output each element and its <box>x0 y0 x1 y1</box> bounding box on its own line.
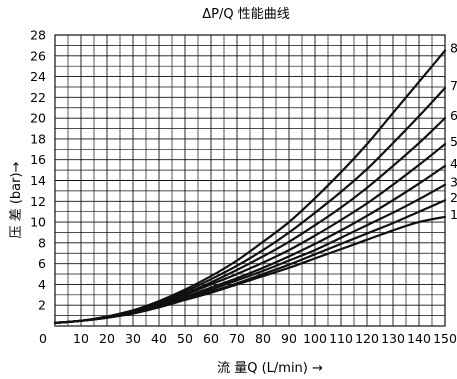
y-tick-label: 4 <box>38 277 46 292</box>
series-end-label: 3 <box>450 175 457 190</box>
y-tick-label: 22 <box>30 90 46 105</box>
x-tick-label: 120 <box>355 331 379 346</box>
x-tick-label: 60 <box>203 331 219 346</box>
x-axis-title: 流 量Q (L/min) → <box>217 361 323 376</box>
chart-title: ΔP/Q 性能曲线 <box>202 7 289 22</box>
x-tick-label: 40 <box>151 331 167 346</box>
series-end-label: 5 <box>450 134 457 149</box>
x-tick-label: 100 <box>303 331 327 346</box>
series-end-label: 7 <box>450 78 457 93</box>
x-tick-label: 20 <box>99 331 115 346</box>
y-tick-label: 16 <box>30 152 46 167</box>
series-end-label: 1 <box>450 207 457 222</box>
y-tick-label: 18 <box>30 131 46 146</box>
series-lines <box>53 49 447 324</box>
y-tick-label: 26 <box>30 48 46 63</box>
x-tick-label: 80 <box>255 331 271 346</box>
series-end-labels: 8 7 6 5 4 32 1 <box>450 41 457 222</box>
y-tick-label: 10 <box>30 215 46 230</box>
y-tick-label: 8 <box>38 235 46 250</box>
y-tick-label: 14 <box>30 173 46 188</box>
x-tick-label: 150 <box>433 331 457 346</box>
x-tick-label: 110 <box>329 331 353 346</box>
y-tick-label: 24 <box>30 69 46 84</box>
x-tick-label: 0 <box>39 331 47 346</box>
y-axis-title: 压 差 (bar)→ <box>9 161 24 238</box>
x-tick-label: 50 <box>177 331 193 346</box>
series-end-label: 8 <box>450 41 457 56</box>
x-tick-labels: 0 10 20 30 40 50 60 70 80 90 100 110 120 130 140 150 <box>39 331 457 346</box>
x-tick-label: 140 <box>407 331 431 346</box>
y-tick-label: 2 <box>38 298 46 313</box>
y-tick-label: 20 <box>30 111 46 126</box>
grid-lines <box>55 35 445 326</box>
x-tick-label: 90 <box>281 331 297 346</box>
x-tick-label: 30 <box>125 331 141 346</box>
y-tick-label: 28 <box>30 28 46 43</box>
y-tick-label: 12 <box>30 194 46 209</box>
x-tick-label: 130 <box>381 331 405 346</box>
series-line-8 <box>53 215 447 324</box>
y-tick-label: 6 <box>38 256 46 271</box>
series-end-label: 4 <box>450 156 457 171</box>
x-tick-label: 70 <box>229 331 245 346</box>
x-tick-label: 10 <box>73 331 89 346</box>
series-end-label: 2 <box>450 190 457 205</box>
series-end-label: 6 <box>450 108 457 123</box>
